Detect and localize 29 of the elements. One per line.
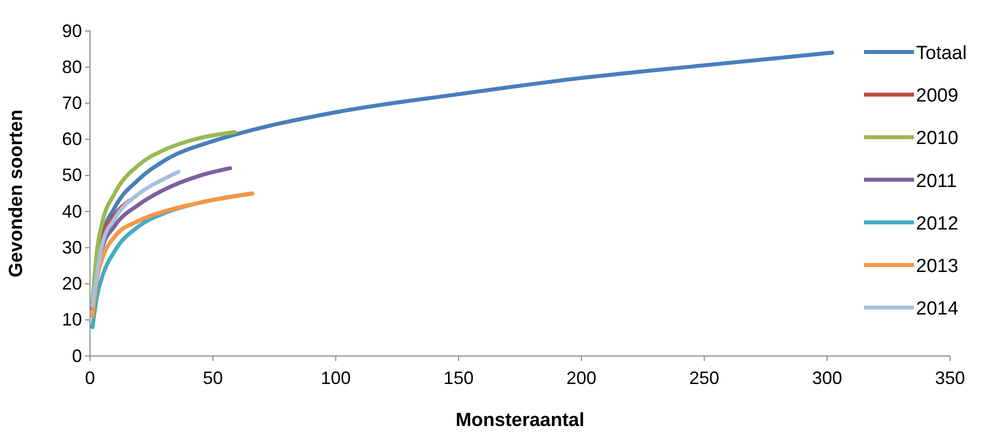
legend-label: 2012: [916, 213, 958, 234]
y-tick-label: 60: [62, 129, 82, 150]
y-axis-title: Gevonden soorten: [6, 110, 27, 278]
x-tick-label: 50: [202, 368, 223, 388]
line-series: [90, 170, 180, 308]
x-tick-label: 150: [444, 368, 474, 388]
y-tick-label: 0: [72, 346, 82, 366]
legend-label: 2009: [916, 86, 958, 107]
y-tick-label: 90: [62, 20, 82, 41]
x-tick-label: 200: [566, 368, 596, 388]
line-series: [90, 130, 237, 304]
y-tick-label: 40: [62, 201, 82, 222]
x-axis-title: Monsteraantal: [456, 410, 584, 431]
legend-label: Totaal: [916, 43, 967, 64]
x-tick-label: 100: [320, 368, 351, 388]
y-tick-label: 70: [62, 92, 82, 113]
legend-label: 2011: [916, 170, 957, 192]
x-tick-label: 0: [84, 368, 96, 388]
x-tick-label: 250: [689, 368, 720, 388]
legend-label: 2014: [916, 298, 959, 320]
y-tick-label: 80: [62, 56, 82, 77]
legend-label: 2013: [916, 256, 958, 277]
y-tick-label: 50: [62, 165, 82, 186]
y-tick-label: 10: [62, 310, 82, 330]
y-tick-label: 20: [62, 274, 82, 294]
y-tick-label: 30: [62, 237, 82, 258]
x-tick-label: 300: [812, 368, 842, 388]
legend-label: 2010: [916, 128, 958, 150]
x-tick-label: 350: [934, 368, 966, 388]
